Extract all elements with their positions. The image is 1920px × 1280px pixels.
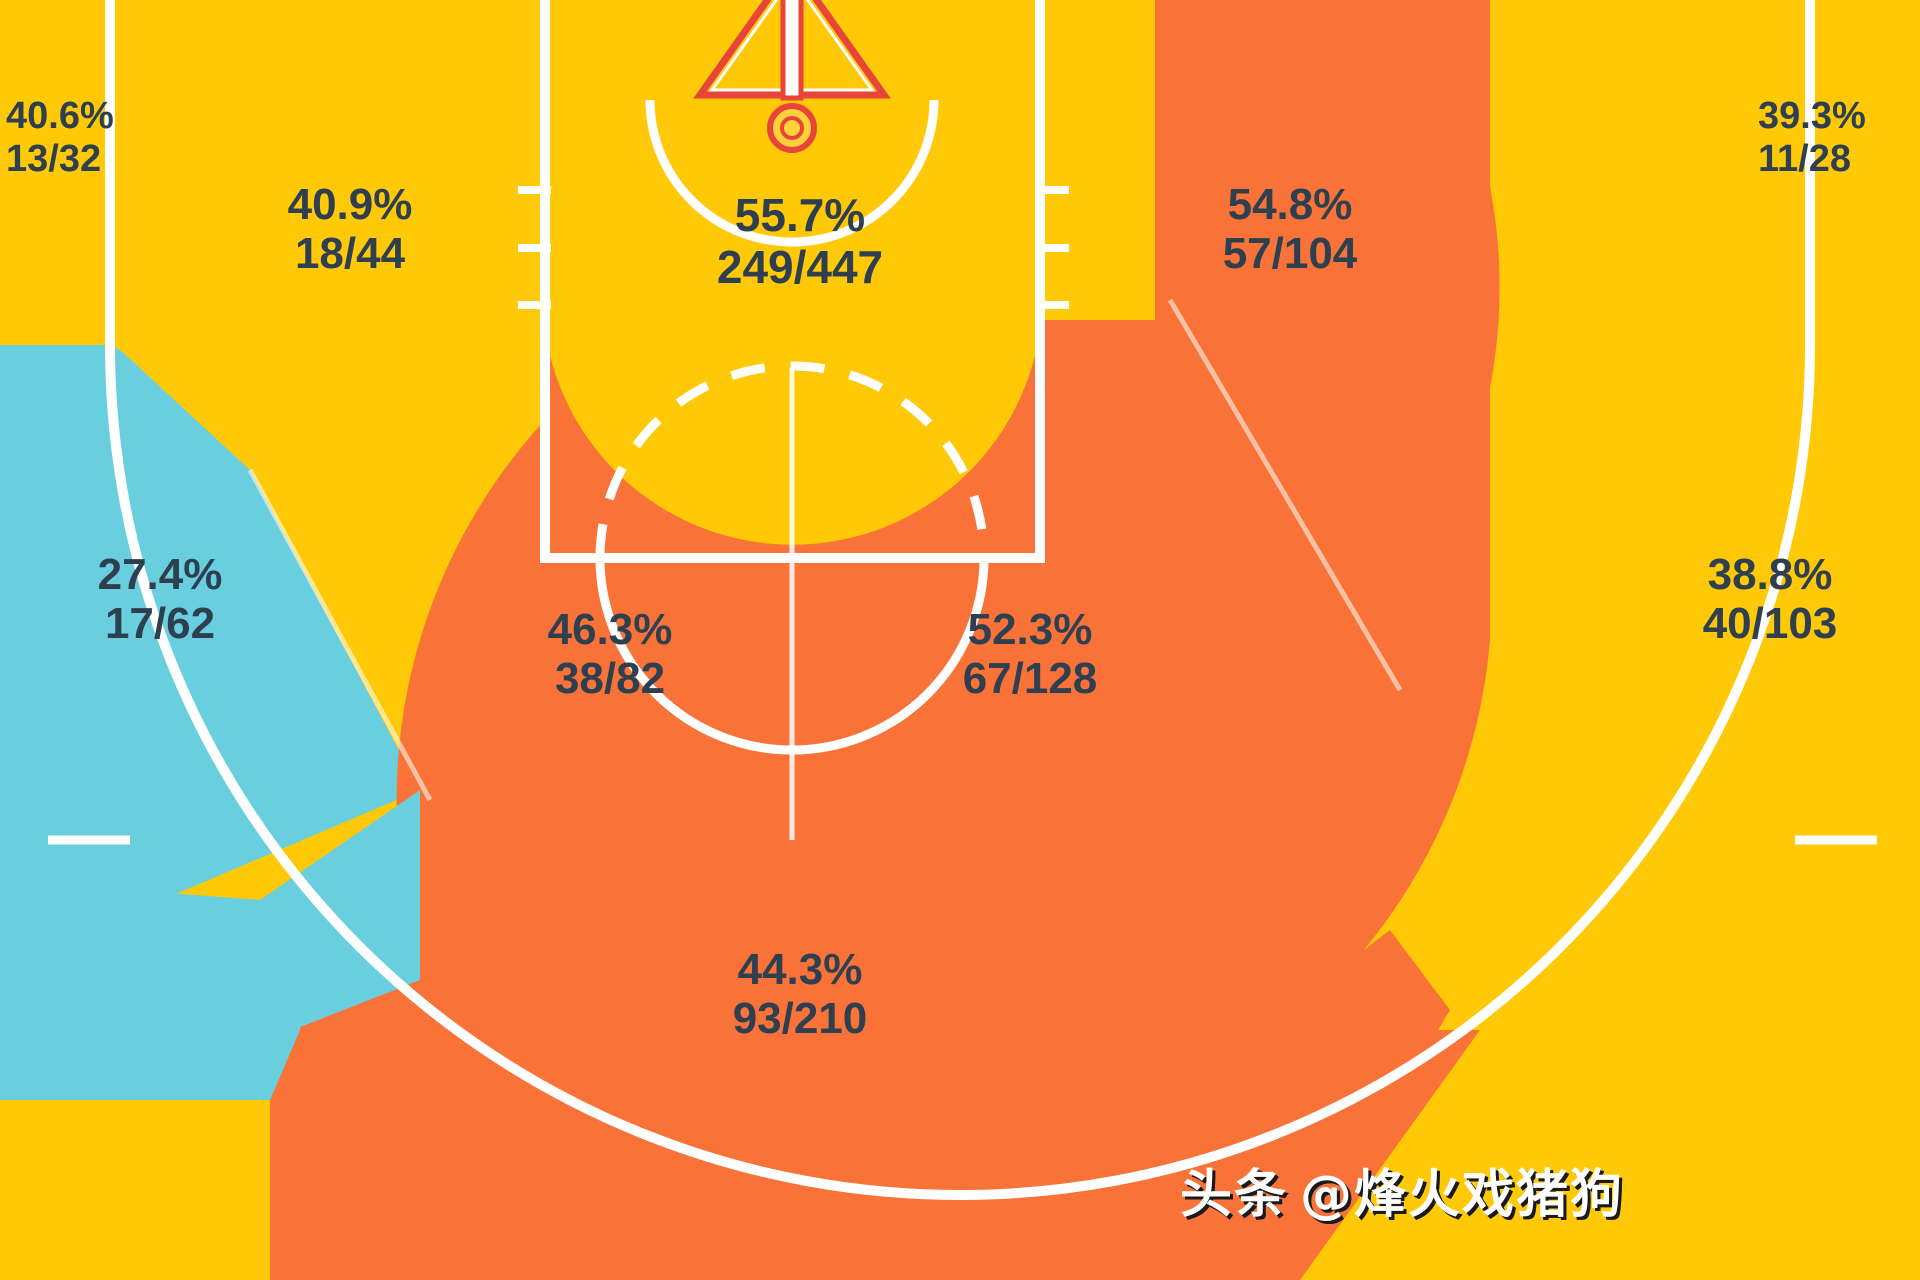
zone-fill-bottomleft-cyan2	[0, 790, 420, 1035]
zone-fill-right-baseline	[1040, 0, 1160, 330]
backboard-post	[780, 0, 804, 101]
zone-fill-center-mid	[396, 320, 1491, 1105]
free-throw-circle-dashed	[595, 361, 989, 559]
zone-fill-top-key3b	[270, 1030, 1480, 1280]
restricted-area-arc	[645, 99, 939, 247]
rim-icon	[767, 103, 817, 153]
zone-split-right-diag	[1167, 298, 1403, 692]
zone-fill-left-baseline	[110, 0, 545, 470]
zone-fill-bottomright-yellow	[1300, 1030, 1920, 1280]
zone-fill-restricted-dome	[545, 0, 1040, 523]
zone-split-left-diag	[247, 468, 433, 802]
zone-fill-left-wing3b	[0, 345, 415, 910]
hoop-group	[693, 0, 891, 153]
rim-inner	[780, 116, 804, 140]
zone-fill-right-block	[1155, 0, 1490, 560]
three-point-arc	[105, 344, 1815, 1200]
